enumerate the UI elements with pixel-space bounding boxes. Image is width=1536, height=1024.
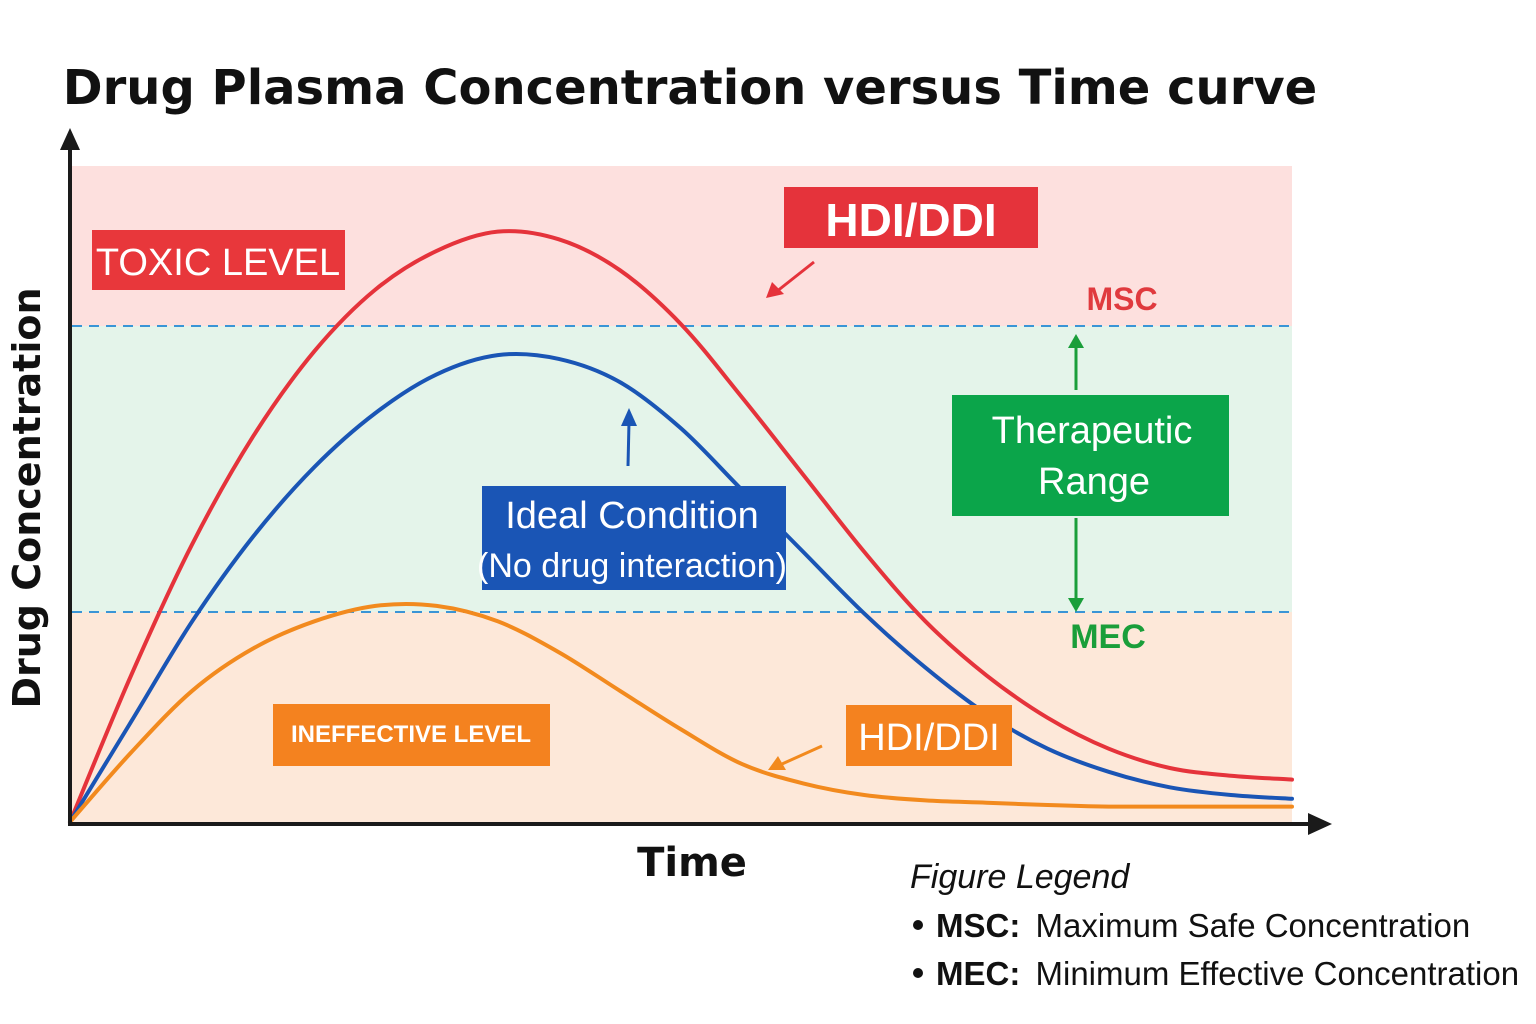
series-line-1 xyxy=(68,351,1294,824)
ideal-condition-label-line2: (No drug interaction) xyxy=(477,547,787,585)
therapeutic-range-label-bg xyxy=(952,395,1229,516)
legend-bullet-icon xyxy=(913,968,923,978)
ineffective-level-label-bg xyxy=(273,704,550,766)
ideal-condition-arrow xyxy=(626,421,631,467)
hdi-ddi-red-arrow xyxy=(775,260,815,294)
x-axis-label: Time xyxy=(637,840,747,886)
hdi-ddi-orange-label: HDI/DDI xyxy=(858,717,999,759)
ideal-condition-label-line1: Ideal Condition xyxy=(505,495,759,537)
x-axis-arrow-icon xyxy=(1308,813,1332,835)
therapeutic-range-label-line1: Therapeutic xyxy=(992,410,1193,452)
hdi-ddi-red-arrow-head-icon xyxy=(766,282,784,298)
series-line-2 xyxy=(68,601,1294,824)
y-axis-arrow-icon xyxy=(60,128,80,150)
legend-item-msc-abbr: MSC: xyxy=(936,907,1020,944)
legend-item-msc-text: Maximum Safe Concentration xyxy=(1036,907,1471,944)
y-axis-label: Drug Concentration xyxy=(5,287,49,708)
toxic-level-label-bg xyxy=(92,230,345,290)
msc-label: MSC xyxy=(1086,281,1157,317)
mec-label: MEC xyxy=(1070,618,1146,656)
hdi-ddi-red-label: HDI/DDI xyxy=(825,194,996,246)
series-layer xyxy=(68,229,1294,824)
chart-title: Drug Plasma Concentration versus Time cu… xyxy=(63,60,1317,116)
legend-item-mec-abbr: MEC: xyxy=(936,955,1020,992)
therapeutic-up-arrow-head-icon xyxy=(1068,334,1084,348)
therapeutic-down-arrow-head-icon xyxy=(1068,598,1084,612)
legend-title: Figure Legend xyxy=(910,858,1130,896)
therapeutic-range-label-line2: Range xyxy=(1038,461,1150,503)
legend-bullet-icon xyxy=(913,920,923,930)
hdi-ddi-red-label-bg xyxy=(784,187,1038,248)
legend-item-mec-text: Minimum Effective Concentration xyxy=(1036,955,1520,992)
toxic-level-label: TOXIC LEVEL xyxy=(96,242,340,284)
ineffective-level-label: INEFFECTIVE LEVEL xyxy=(291,721,531,748)
ideal-condition-label-bg xyxy=(482,486,786,590)
ideal-condition-arrow-head-icon xyxy=(621,408,637,426)
legend-item-mec: MEC: Minimum Effective Concentration xyxy=(936,955,1519,992)
legend-item-msc: MSC: Maximum Safe Concentration xyxy=(936,907,1470,944)
series-line-0 xyxy=(68,229,1294,824)
hdi-ddi-orange-arrow xyxy=(781,744,823,766)
hdi-ddi-orange-label-bg xyxy=(846,705,1012,766)
hdi-ddi-orange-arrow-head-icon xyxy=(768,756,786,770)
